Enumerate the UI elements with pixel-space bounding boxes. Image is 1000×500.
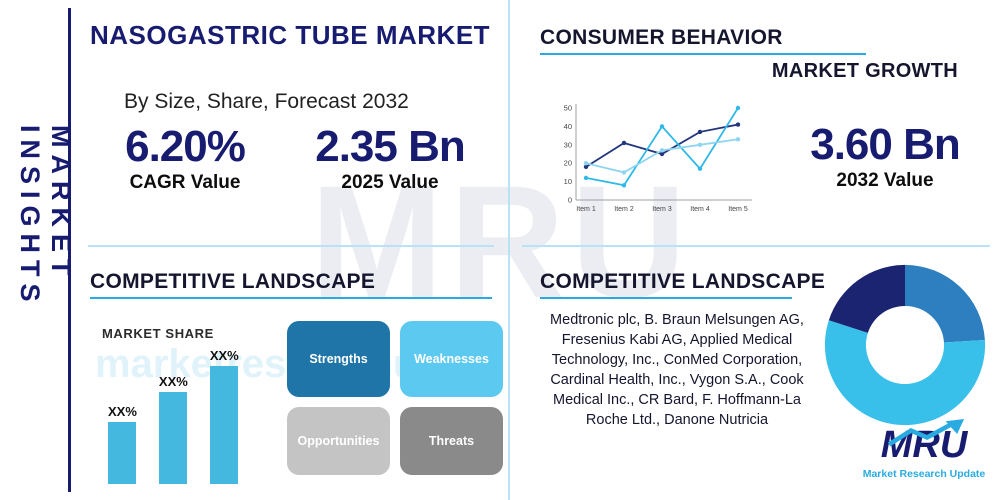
sidebar-divider-line	[68, 8, 71, 492]
bar-value-label: XX%	[209, 348, 239, 363]
companies-list: Medtronic plc, B. Braun Melsungen AG, Fr…	[550, 312, 804, 428]
competitive-landscape-right-heading: COMPETITIVE LANDSCAPE	[540, 270, 826, 293]
horizontal-divider-right	[522, 245, 990, 247]
consumer-behavior-heading: CONSUMER BEHAVIOR	[540, 26, 783, 49]
logo-tagline: Market Research Update	[862, 467, 986, 480]
market-share-bar-chart: XX% XX% XX%	[108, 344, 239, 484]
svg-text:Item 3: Item 3	[652, 206, 672, 213]
consumer-behavior-underline	[540, 53, 866, 55]
bar	[159, 392, 188, 484]
svg-text:30: 30	[564, 140, 572, 149]
cagr-label: CAGR Value	[129, 172, 241, 194]
competitive-landscape-left-heading: COMPETITIVE LANDSCAPE	[90, 270, 376, 293]
page-subtitle: By Size, Share, Forecast 2032	[124, 90, 409, 113]
horizontal-divider-left	[88, 245, 494, 247]
donut-slice-segment-cyan	[824, 320, 986, 426]
bar-value-label: XX%	[158, 374, 188, 389]
logo-text: MRU	[880, 424, 968, 466]
value-2032: 3.60 Bn	[810, 120, 961, 169]
bar-value-label: XX%	[108, 404, 137, 419]
market-share-bar-2: XX%	[159, 374, 188, 484]
page-title: NASOGASTRIC TUBE MARKET	[90, 20, 491, 50]
market-share-heading: MARKET SHARE	[102, 326, 214, 341]
svg-text:40: 40	[564, 122, 572, 131]
market-growth-heading: MARKET GROWTH	[771, 60, 958, 82]
bar	[108, 422, 137, 484]
competitive-landscape-right-underline	[540, 297, 792, 299]
center-vertical-divider	[508, 0, 510, 500]
label-2025: 2025 Value	[341, 172, 439, 194]
svg-text:Item 5: Item 5	[728, 206, 748, 213]
cagr-stat: 6.20% CAGR Value	[105, 122, 265, 194]
consumer-behavior-line-chart: 0 10 20 30 40 50 Item 1 Item 2 Item 3 Item 4 Item …	[550, 100, 762, 224]
svg-text:Item 4: Item 4	[690, 206, 710, 213]
swot-opportunities-tile: Opportunities	[287, 407, 390, 475]
sidebar-vertical-title: MARKET INSIGHTS	[15, 125, 76, 309]
cagr-value: 6.20%	[125, 122, 246, 171]
market-share-bar-3: XX%	[210, 348, 239, 484]
swot-weaknesses-tile: Weaknesses	[400, 321, 503, 397]
competitive-donut-chart	[822, 262, 988, 428]
svg-text:10: 10	[564, 177, 572, 186]
svg-text:Item 1: Item 1	[576, 206, 596, 213]
swot-grid: Strengths Weaknesses Opportunities Threa…	[287, 321, 503, 475]
swot-threats-tile: Threats	[400, 407, 503, 475]
line-chart-svg: 0 10 20 30 40 50 Item 1 Item 2 Item 3 Item 4 Item …	[564, 104, 752, 213]
donut-slice-segment-navy	[828, 264, 905, 333]
logo-arrow-icon	[887, 419, 965, 447]
competitive-landscape-left-underline	[90, 297, 492, 299]
value-2025-stat: 2.35 Bn 2025 Value	[300, 122, 480, 194]
donut-slice-segment-blue	[905, 264, 985, 343]
mru-logo: MRU Market Research Update	[858, 419, 990, 480]
donut-chart-svg	[824, 264, 986, 426]
market-share-bar-1: XX%	[108, 404, 137, 484]
svg-text:0: 0	[568, 196, 572, 205]
value-2025: 2.35 Bn	[315, 122, 466, 171]
label-2032: 2032 Value	[836, 170, 934, 192]
svg-text:20: 20	[564, 159, 572, 168]
value-2032-stat: 3.60 Bn 2032 Value	[800, 120, 970, 192]
svg-text:50: 50	[564, 104, 572, 113]
svg-text:Item 2: Item 2	[614, 206, 634, 213]
watermark-logo-text: MRU	[310, 152, 693, 331]
swot-strengths-tile: Strengths	[287, 321, 390, 397]
bar	[210, 366, 239, 484]
